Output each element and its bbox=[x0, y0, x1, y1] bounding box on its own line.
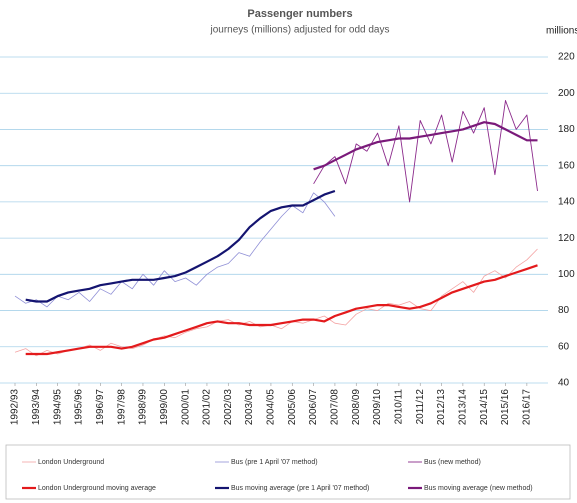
x-tick-label: 2007/08 bbox=[330, 389, 341, 426]
y-axis-label: millions bbox=[546, 26, 577, 37]
x-tick-label: 2005/06 bbox=[287, 389, 298, 426]
x-tick-label: 1997/98 bbox=[116, 389, 127, 426]
x-tick-label: 2011/12 bbox=[415, 389, 426, 425]
series-line bbox=[313, 121, 538, 171]
x-tick-label: 2004/05 bbox=[266, 389, 277, 426]
legend-label: Bus (new method) bbox=[424, 459, 481, 466]
series-line bbox=[14, 248, 538, 357]
x-tick-label: 2012/13 bbox=[436, 389, 447, 426]
x-tick-label: 1996/97 bbox=[95, 389, 106, 426]
series-line bbox=[25, 264, 538, 356]
y-tick-label: 120 bbox=[558, 233, 575, 244]
x-tick-label: 1999/00 bbox=[159, 389, 170, 426]
series-line bbox=[25, 189, 336, 303]
x-tick-label: 2015/16 bbox=[500, 389, 511, 426]
x-tick-label: 2002/03 bbox=[223, 389, 234, 426]
legend-box bbox=[5, 444, 571, 500]
y-tick-label: 40 bbox=[558, 378, 570, 389]
legend-label: London Underground moving average bbox=[38, 485, 156, 492]
legend-label: London Underground bbox=[38, 459, 104, 466]
y-tick-label: 200 bbox=[558, 88, 575, 99]
y-tick-label: 160 bbox=[558, 160, 575, 171]
y-tick-label: 100 bbox=[558, 269, 575, 280]
chart-title: Passenger numbers bbox=[247, 8, 352, 20]
y-tick-label: 220 bbox=[558, 52, 575, 63]
x-tick-label: 2013/14 bbox=[458, 389, 469, 426]
y-tick-label: 60 bbox=[558, 341, 570, 352]
x-tick-label: 2016/17 bbox=[522, 389, 533, 426]
legend-label: Bus (pre 1 April '07 method) bbox=[231, 459, 318, 466]
x-tick-label: 2014/15 bbox=[479, 389, 490, 426]
series-line bbox=[14, 192, 336, 308]
x-tick-label: 2006/07 bbox=[308, 389, 319, 426]
x-tick-label: 1998/99 bbox=[138, 389, 149, 426]
y-tick-label: 180 bbox=[558, 124, 575, 135]
legend-label: Bus moving average (new method) bbox=[424, 485, 533, 492]
legend-label: Bus moving average (pre 1 April '07 meth… bbox=[231, 485, 369, 492]
chart-subtitle: journeys (millions) adjusted for odd day… bbox=[210, 25, 390, 36]
x-tick-label: 1995/96 bbox=[74, 389, 85, 426]
x-tick-label: 2010/11 bbox=[394, 389, 405, 425]
x-tick-label: 1993/94 bbox=[31, 389, 42, 426]
x-tick-label: 1992/93 bbox=[10, 389, 21, 426]
x-tick-label: 1994/95 bbox=[52, 389, 63, 426]
x-tick-label: 2003/04 bbox=[244, 389, 255, 426]
x-tick-label: 2001/02 bbox=[202, 389, 213, 426]
y-tick-label: 140 bbox=[558, 197, 575, 208]
x-tick-label: 2009/10 bbox=[372, 389, 383, 426]
x-tick-label: 2008/09 bbox=[351, 389, 362, 426]
x-tick-label: 2000/01 bbox=[180, 389, 191, 426]
y-tick-label: 80 bbox=[558, 305, 570, 316]
series-line bbox=[313, 100, 538, 203]
